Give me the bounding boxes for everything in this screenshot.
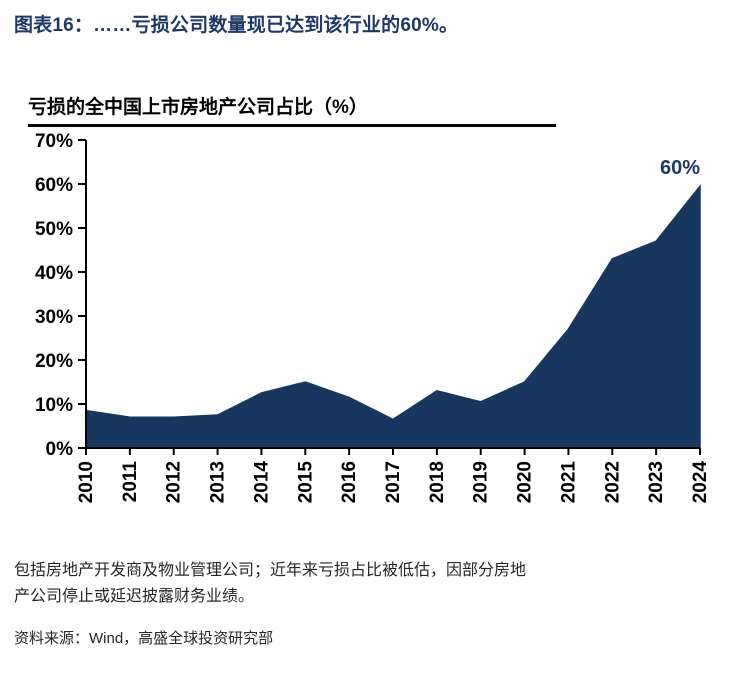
x-tick-label: 2017: [383, 461, 404, 503]
area-series: [85, 184, 701, 449]
x-tick-label: 2018: [427, 461, 448, 503]
y-tick-label: 30%: [35, 307, 73, 328]
x-tick-label: 2016: [339, 461, 360, 503]
x-tick-label: 2019: [471, 461, 492, 503]
x-tick-label: 2021: [558, 461, 579, 504]
y-tick-label: 50%: [35, 219, 73, 240]
chart-title-rule: 亏损的全中国上市房地产公司占比（%）: [28, 92, 556, 127]
x-tick-label: 2013: [208, 461, 229, 503]
end-value-label: 60%: [660, 157, 700, 179]
x-tick-label: 2022: [602, 461, 623, 503]
x-tick-label: 2011: [120, 461, 141, 503]
x-tick-label: 2020: [515, 461, 536, 503]
x-tick-label: 2023: [646, 461, 667, 503]
x-tick-label: 2024: [690, 461, 711, 504]
x-tick-label: 2012: [164, 461, 185, 503]
x-tick-label: 2010: [76, 461, 97, 503]
chart-title: 亏损的全中国上市房地产公司占比（%）: [28, 97, 368, 118]
loss-share-area-chart: 0% 10% 20% 30% 40% 50% 60% 70% 2010 2011 2012 2013 2…: [35, 131, 711, 504]
y-tick-label: 10%: [35, 395, 73, 416]
source-line: 资料来源：Wind，高盛全球投资研究部: [14, 630, 274, 647]
x-tick-label: 2014: [251, 461, 272, 504]
y-tick-label: 20%: [35, 351, 73, 372]
page-title: 图表16：……亏损公司数量现已达到该行业的60%。: [14, 15, 459, 36]
footnote: 包括房地产开发商及物业管理公司；近年来亏损占比被低估，因部分房地产公司停止或延迟…: [14, 562, 527, 605]
y-tick-label: 40%: [35, 263, 73, 284]
y-tick-label: 0%: [46, 439, 74, 460]
y-tick-label: 70%: [35, 131, 73, 152]
x-tick-label: 2015: [295, 461, 316, 504]
y-tick-label: 60%: [35, 175, 73, 196]
